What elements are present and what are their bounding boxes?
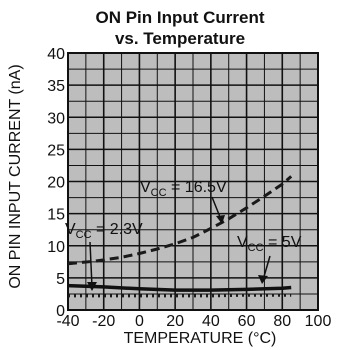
y-tick-label: 35: [47, 78, 65, 95]
annotation-vcc-5v-label: VCC = 5V: [237, 234, 302, 254]
annotation-vcc-2-3v-arrow: [89, 241, 93, 288]
annotation-vcc-16-5v-label: VCC = 16.5V: [140, 179, 227, 199]
y-tick-label: 15: [47, 207, 65, 224]
grid: [67, 52, 319, 311]
x-tick-label: 20: [166, 313, 184, 330]
x-tick-label: 40: [202, 313, 220, 330]
annotation-vcc-16-5v-arrowhead: [216, 215, 225, 224]
plot-frame: [67, 52, 319, 311]
annotation-vcc-5v-arrowhead: [258, 275, 268, 284]
x-tick-label: -20: [92, 313, 115, 330]
annotation-vcc-16-5v: VCC = 16.5V: [140, 179, 227, 224]
annotation-vcc-2-3v: VCC = 2.3V: [65, 221, 143, 291]
y-tick-label: 25: [47, 142, 65, 159]
chart-title-line1: ON Pin Input Current: [95, 8, 264, 27]
y-axis-label: ON PIN INPUT CURRENT (nA): [7, 64, 24, 288]
annotation-vcc-2-3v-arrowhead: [87, 282, 97, 291]
x-tick-label: 0: [135, 313, 144, 330]
x-tick-label: -40: [56, 313, 79, 330]
y-tick-label: 5: [56, 271, 65, 288]
y-tick-label: 0: [56, 303, 65, 320]
y-tick-labels: 0 5 10 15 20 25 30 35 40: [47, 46, 65, 320]
series-line-2: [67, 283, 292, 292]
series-lines: [67, 175, 293, 298]
annotation-vcc-2-3v-label: VCC = 2.3V: [65, 221, 143, 241]
chart-title-line2: vs. Temperature: [115, 29, 245, 48]
x-axis-label: TEMPERATURE (°C): [124, 330, 277, 347]
x-tick-label: 60: [238, 313, 256, 330]
y-tick-label: 10: [47, 239, 65, 256]
y-tick-label: 20: [47, 175, 65, 192]
series-line-0: [67, 175, 293, 266]
annotation-vcc-5v: VCC = 5V: [237, 234, 302, 284]
x-tick-labels: -40 -20 0 20 40 60 80 100: [56, 313, 331, 330]
x-tick-label: 80: [273, 313, 291, 330]
y-tick-label: 40: [47, 46, 65, 63]
x-tick-label: 100: [305, 313, 332, 330]
y-tick-label: 30: [47, 110, 65, 127]
